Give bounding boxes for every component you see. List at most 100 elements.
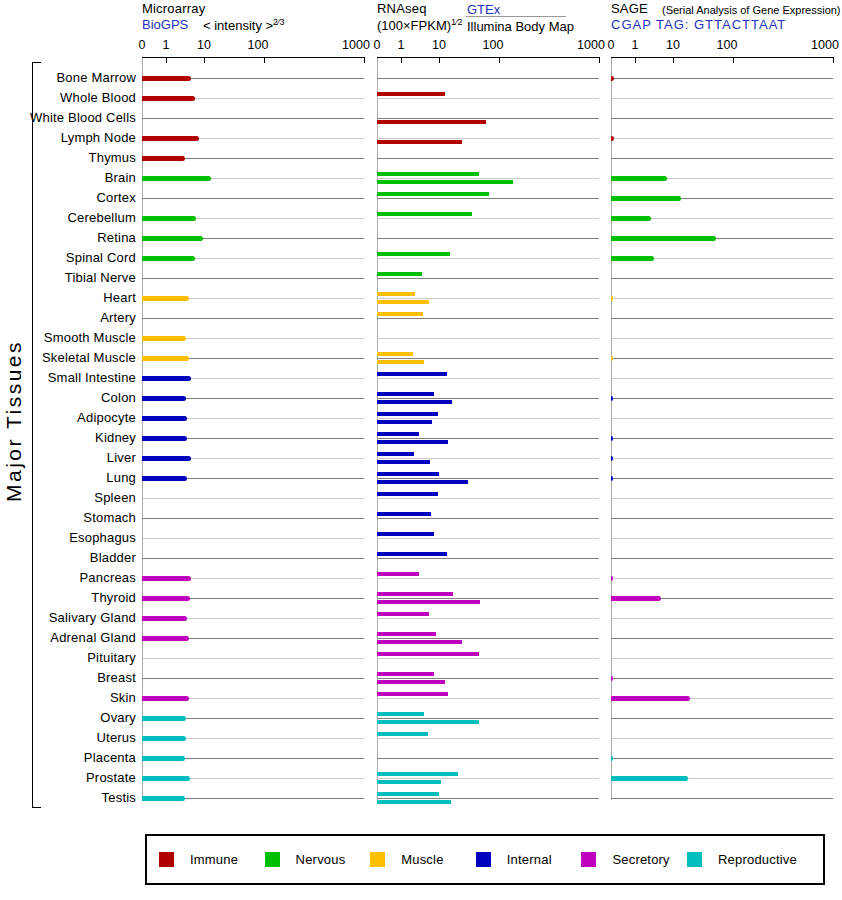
x-axis-tick [599, 57, 600, 63]
bar [142, 796, 185, 801]
bar [377, 212, 472, 216]
legend: ImmuneNervousMuscleInternalSecretoryRepr… [145, 834, 825, 885]
bar [377, 600, 480, 604]
bar [142, 296, 189, 301]
tissue-label: Pituitary [0, 650, 136, 666]
bar [377, 512, 431, 516]
bar [377, 552, 447, 556]
bar [377, 140, 462, 144]
bar [611, 216, 651, 221]
row-grid-line [377, 578, 599, 579]
row-grid-line [377, 538, 599, 539]
legend-swatch [687, 852, 702, 867]
bar [377, 472, 439, 476]
row-grid-line [377, 638, 599, 639]
bar [142, 596, 190, 601]
tissue-label: Placenta [0, 750, 136, 766]
row-grid-line [611, 98, 833, 99]
bar [377, 780, 441, 784]
row-grid-line [142, 198, 364, 199]
bar [142, 236, 203, 241]
row-grid-line [377, 338, 599, 339]
bar [377, 412, 438, 416]
bar [142, 576, 191, 581]
row-grid-line [142, 538, 364, 539]
row-grid-line [377, 218, 599, 219]
tissue-label: Adrenal Gland [0, 630, 136, 646]
bar [377, 632, 436, 636]
row-grid-line [377, 678, 599, 679]
bar [142, 156, 185, 161]
bar [611, 196, 681, 201]
legend-label: Muscle [401, 852, 443, 867]
tissue-label: Adipocyte [0, 410, 136, 426]
bar [611, 756, 613, 761]
bar [142, 636, 189, 641]
bar [377, 452, 414, 456]
bar [142, 256, 195, 261]
x-axis-tick [499, 57, 500, 63]
row-grid-line [611, 658, 833, 659]
legend-swatch [159, 852, 174, 867]
bar [142, 376, 191, 381]
row-grid-line [611, 138, 833, 139]
tissue-label: Thyroid [0, 590, 136, 606]
bar [377, 612, 429, 616]
row-grid-line [611, 418, 833, 419]
bar [377, 292, 415, 296]
bar [377, 772, 458, 776]
x-axis-tick-label: 10 [414, 38, 464, 52]
row-grid-line [611, 498, 833, 499]
row-grid-line [611, 618, 833, 619]
legend-label: Nervous [296, 852, 346, 867]
bar [611, 456, 613, 461]
row-grid-line [611, 758, 833, 759]
row-grid-line [377, 658, 599, 659]
row-grid-line [611, 118, 833, 119]
x-axis-tick-label: 100 [702, 38, 752, 52]
row-grid-line [377, 418, 599, 419]
row-grid-line [377, 518, 599, 519]
bar [377, 92, 445, 96]
tissue-label: Bone Marrow [0, 70, 136, 86]
row-grid-line [611, 298, 833, 299]
row-grid-line [377, 238, 599, 239]
tissue-label: Skeletal Muscle [0, 350, 136, 366]
tissue-label: Lymph Node [0, 130, 136, 146]
bar [611, 236, 716, 241]
row-grid-line [377, 158, 599, 159]
chart-area: 011010010000110100100001101001000Bone Ma… [0, 0, 842, 830]
legend-label: Reproductive [718, 852, 797, 867]
tissue-label: Cortex [0, 190, 136, 206]
row-grid-line [142, 658, 364, 659]
bar [377, 420, 432, 424]
bar [611, 296, 613, 301]
row-grid-line [377, 798, 599, 799]
row-grid-line [377, 258, 599, 259]
row-grid-line [142, 278, 364, 279]
bar [611, 776, 688, 781]
bar [377, 192, 489, 196]
bar [611, 696, 690, 701]
bar [142, 756, 185, 761]
row-grid-line [377, 498, 599, 499]
tissue-label: Spinal Cord [0, 250, 136, 266]
tissue-label: Cerebellum [0, 210, 136, 226]
row-grid-line [611, 438, 833, 439]
bar [611, 396, 613, 401]
bar [377, 372, 447, 376]
row-grid-line [377, 718, 599, 719]
bar [142, 616, 187, 621]
bar [611, 76, 614, 81]
row-grid-line [611, 318, 833, 319]
bar [611, 436, 613, 441]
row-grid-line [611, 158, 833, 159]
x-axis-tick [673, 57, 674, 63]
tissue-label: Brain [0, 170, 136, 186]
bar [377, 460, 430, 464]
legend-swatch [476, 852, 491, 867]
bar [377, 400, 452, 404]
tissue-label: Salivary Gland [0, 610, 136, 626]
legend-swatch [265, 852, 280, 867]
bar [377, 672, 434, 676]
